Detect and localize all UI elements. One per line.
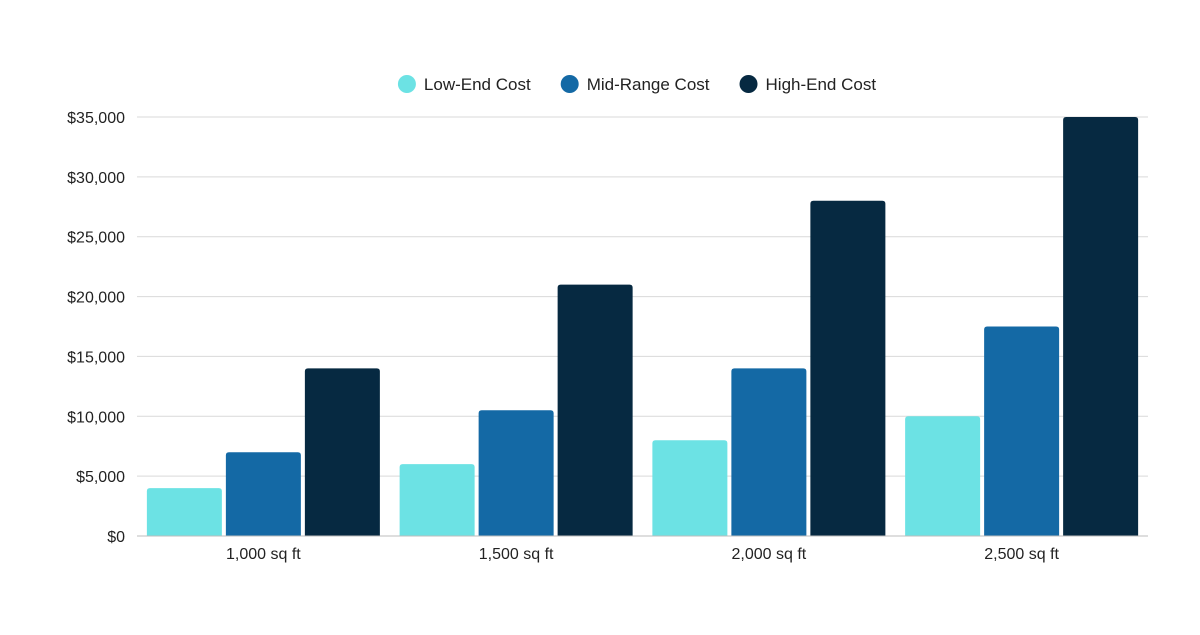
bar-low-end-cost-1 [146,488,222,536]
legend-label: High-End Cost [766,75,877,94]
bar-mid-range-cost-4 [984,326,1060,536]
bars [146,117,1139,537]
legend: Low-End Cost Mid-Range Cost High-End Cost [397,75,877,94]
y-tick-label: $15,000 [67,349,125,366]
y-tick-label: $35,000 [67,110,125,127]
bar-low-end-cost-4 [905,416,981,536]
legend-item-high-end-cost[interactable]: High-End Cost [739,75,877,94]
bar-high-end-cost-1 [304,368,380,536]
y-tick-label: $5,000 [76,469,125,486]
bar-high-end-cost-3 [810,200,886,537]
legend-item-mid-range-cost[interactable]: Mid-Range Cost [560,75,710,94]
legend-marker-icon [739,75,758,93]
x-tick-label: 2,000 sq ft [732,546,807,563]
legend-label: Low-End Cost [424,75,531,94]
bar-high-end-cost-2 [557,284,633,536]
x-tick-label: 1,500 sq ft [479,546,554,563]
y-tick-label: $0 [107,529,125,546]
y-tick-label: $30,000 [67,170,125,187]
bar-low-end-cost-3 [652,440,728,536]
bar-mid-range-cost-2 [478,410,554,536]
x-tick-label: 2,500 sq ft [984,546,1059,563]
bar-high-end-cost-4 [1063,117,1139,536]
legend-marker-icon [560,75,579,93]
bar-mid-range-cost-1 [225,452,301,536]
x-tick-label: 1,000 sq ft [226,546,301,563]
bar-mid-range-cost-3 [731,368,807,536]
axes: $0 $5,000 $10,000 $15,000 $20,000 $25,000 $30,… [67,110,1148,563]
legend-item-low-end-cost[interactable]: Low-End Cost [397,75,531,94]
y-tick-label: $25,000 [67,230,125,247]
legend-label: Mid-Range Cost [587,75,710,94]
legend-marker-icon [397,75,416,93]
y-tick-label: $10,000 [67,409,125,426]
bar-low-end-cost-2 [399,464,475,536]
y-tick-label: $20,000 [67,290,125,307]
